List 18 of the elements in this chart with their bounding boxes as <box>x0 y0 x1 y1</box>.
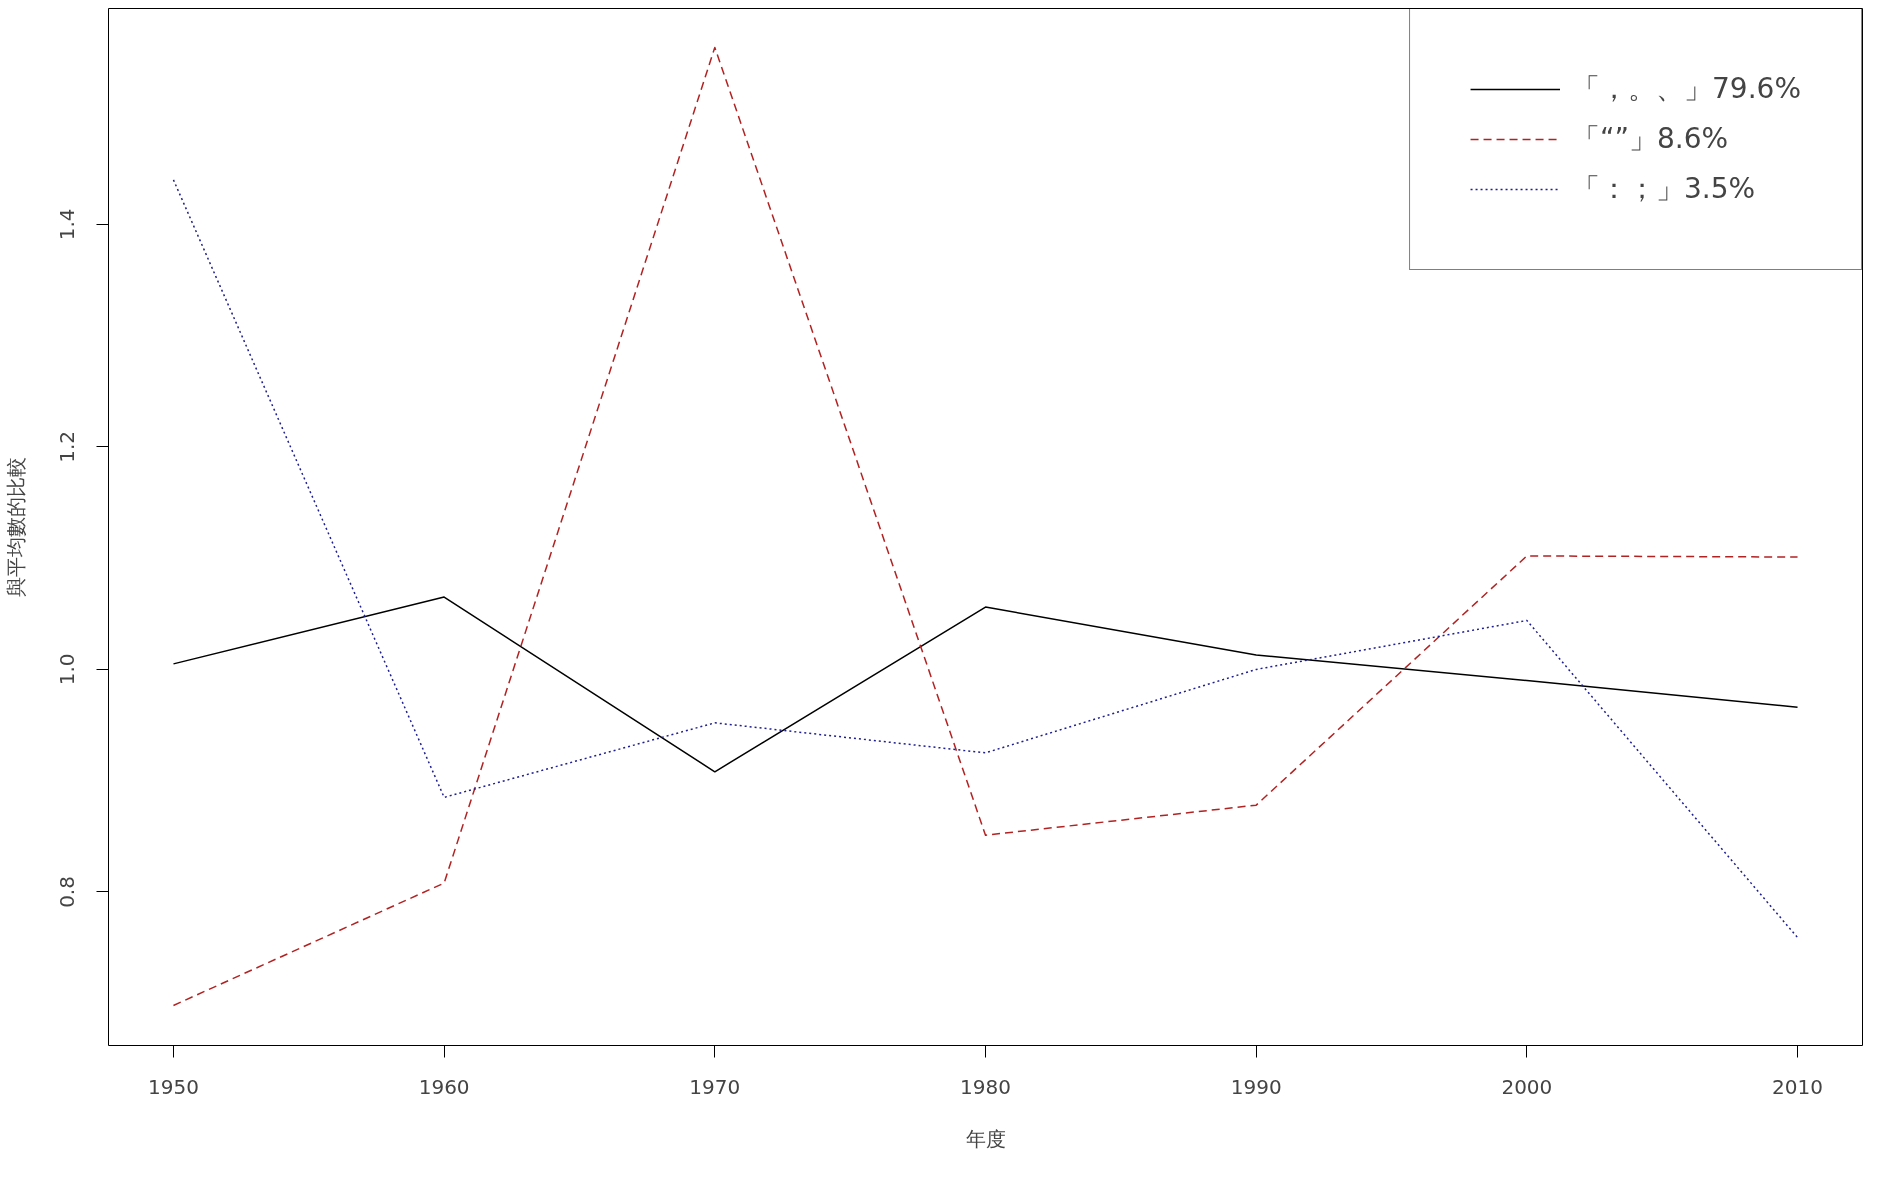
y-tick-label: 1.2 <box>55 430 80 463</box>
x-tick-label: 1960 <box>418 1074 470 1099</box>
line-series <box>172 596 1799 773</box>
x-axis-title: 年度 <box>965 1126 1006 1151</box>
y-tick-label: 1.0 <box>55 653 80 686</box>
legend-label: 「“”」8.6% <box>1572 121 1729 157</box>
legend-label: 「，。、」79.6% <box>1572 71 1801 107</box>
x-tick-label: 1980 <box>960 1074 1011 1099</box>
y-axis-title: 與平均數的比較 <box>3 457 28 597</box>
line-series <box>172 46 1799 1007</box>
x-tick-label: 2010 <box>1772 1074 1823 1099</box>
y-tick-label: 1.4 <box>55 208 80 241</box>
y-tick-label: 0.8 <box>55 876 80 908</box>
x-tick-label: 1970 <box>689 1074 741 1099</box>
x-tick-label: 1990 <box>1230 1074 1282 1099</box>
legend-label: 「：；」3.5% <box>1572 171 1756 207</box>
x-tick-label: 2000 <box>1501 1074 1553 1099</box>
x-tick-label: 1950 <box>148 1074 199 1099</box>
